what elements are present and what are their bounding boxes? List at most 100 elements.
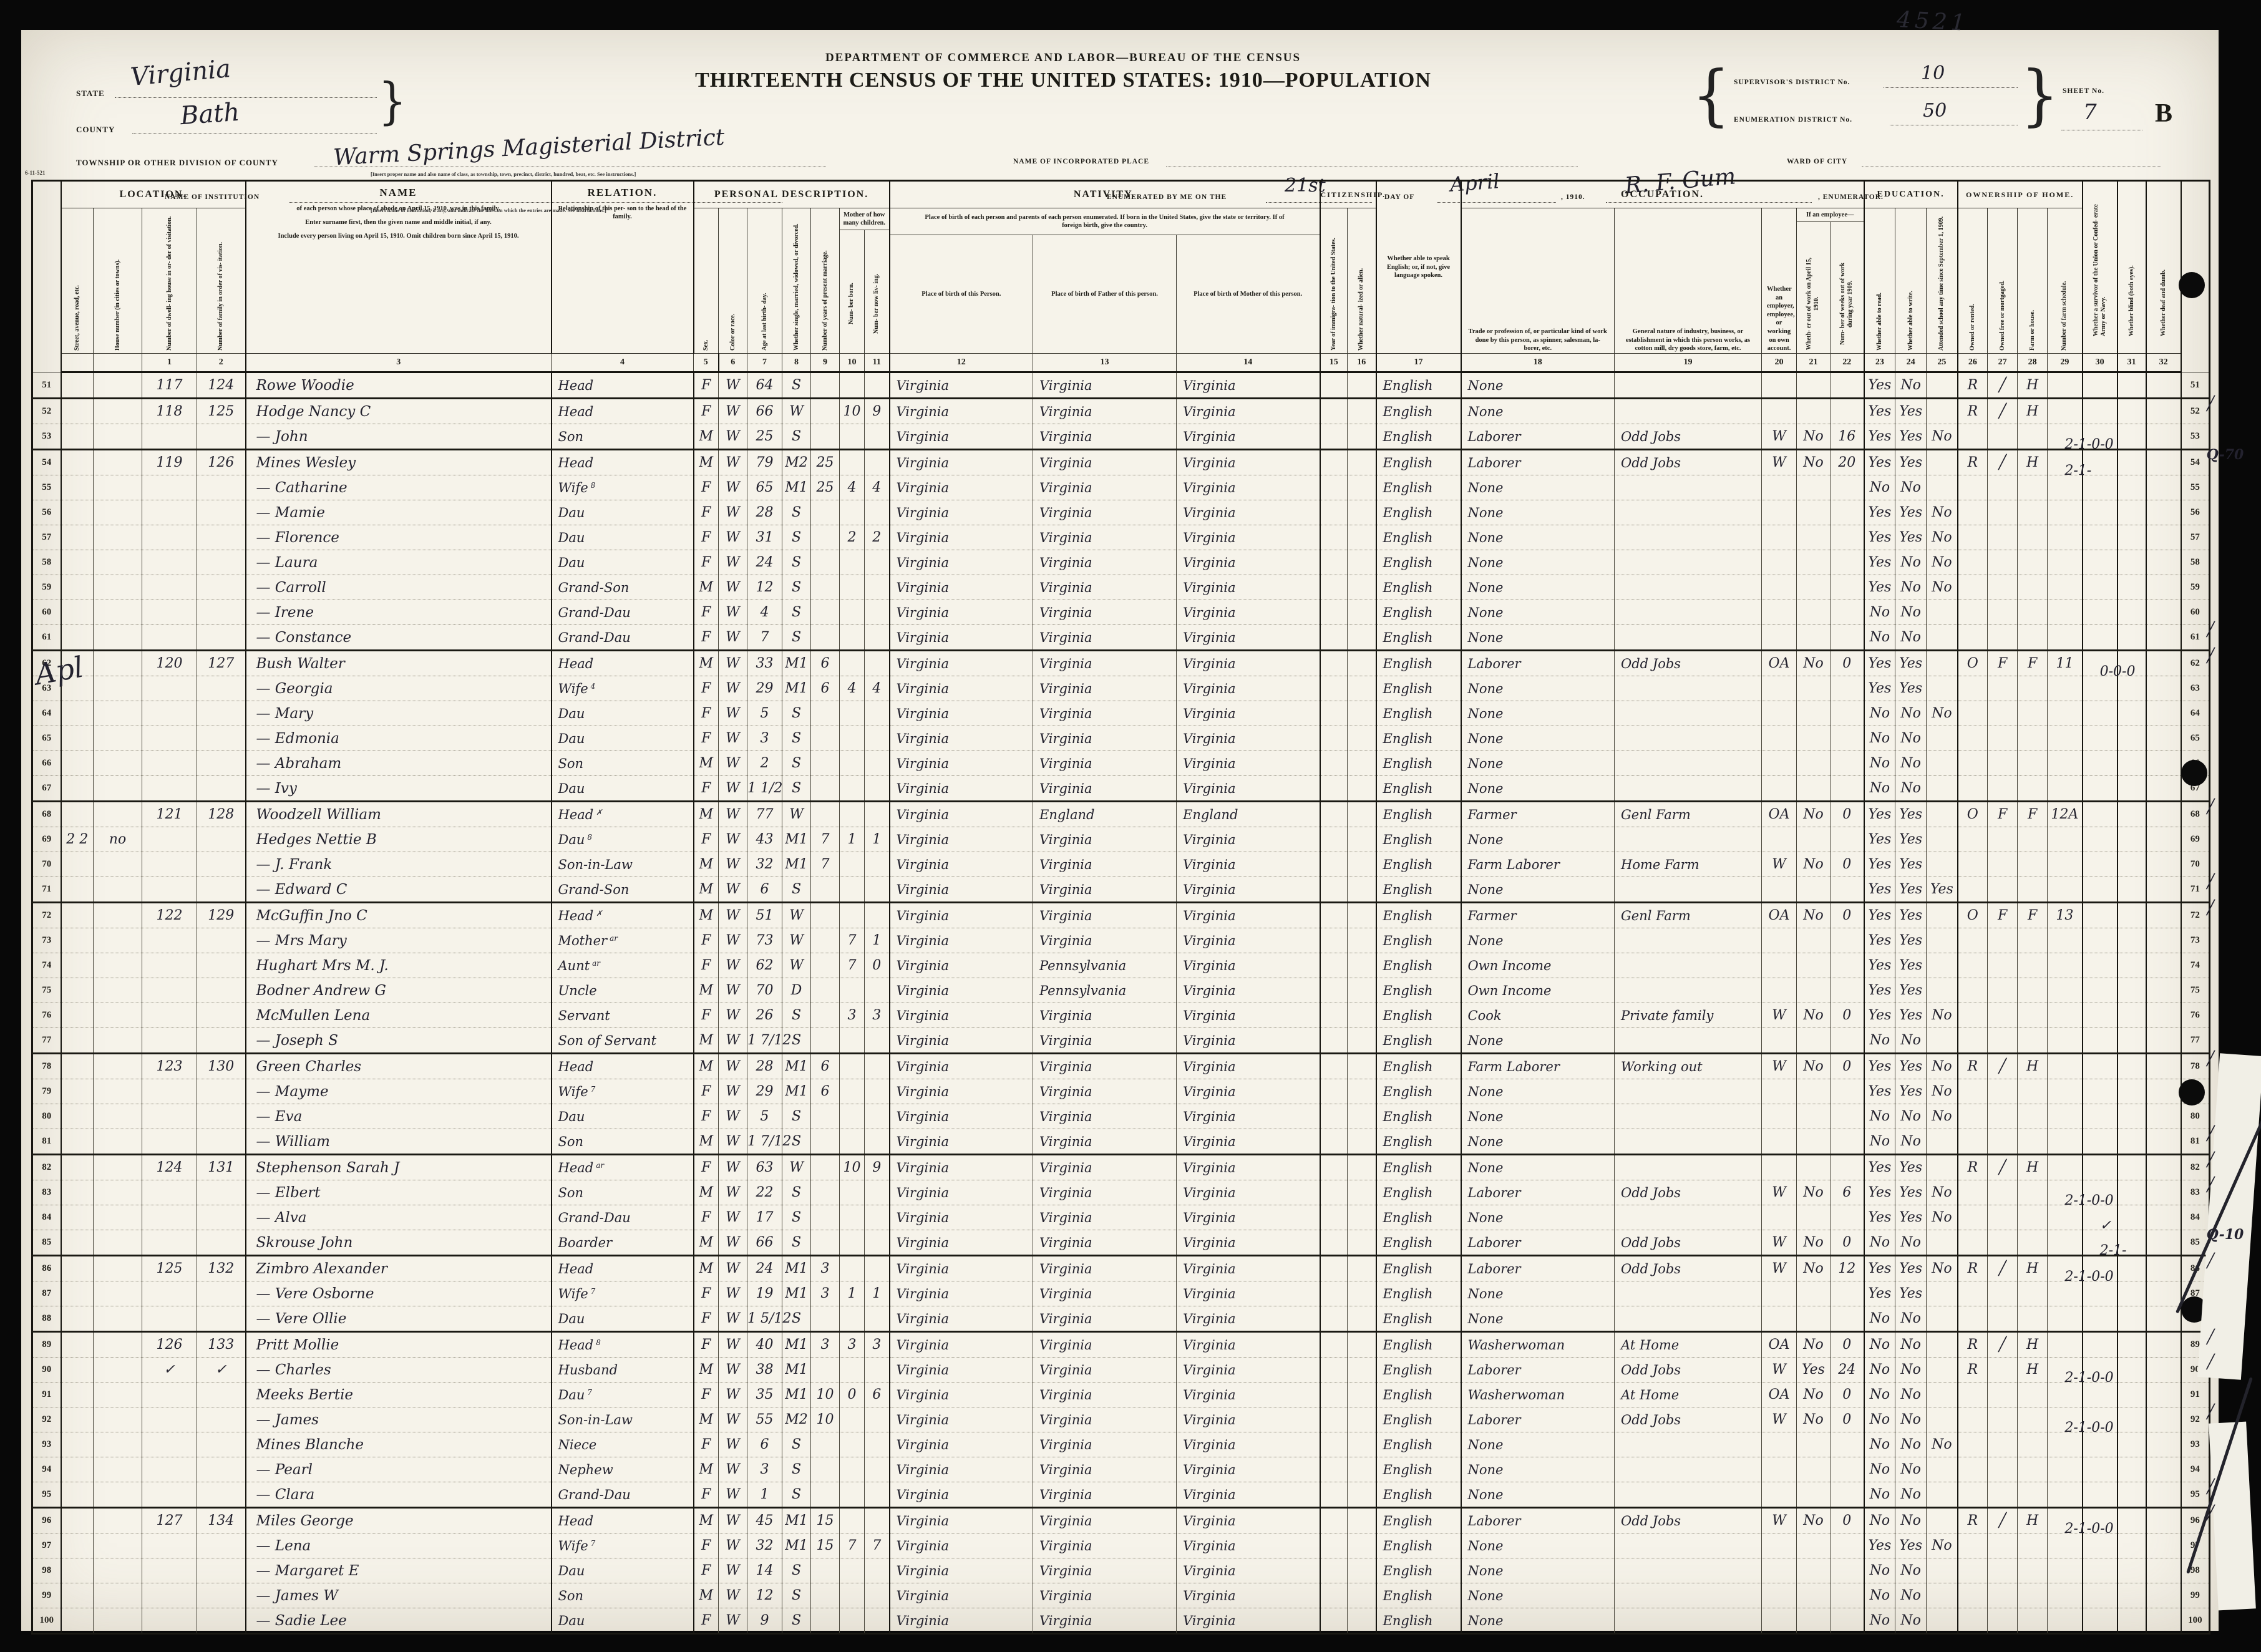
cell-fam (197, 1558, 246, 1583)
value-sex: F (701, 780, 711, 796)
line-number-right: 77 (2180, 1028, 2210, 1054)
cell-out (1796, 475, 1831, 500)
value-pf: Virginia (1039, 455, 1092, 470)
tally-mark: 2-1-0-0 (2064, 1369, 2114, 1386)
tally-mark: 2-1- (2099, 1242, 2127, 1258)
col-number: 28 (2017, 353, 2048, 373)
cell-yrs (810, 751, 840, 776)
value-rel: Head (558, 656, 594, 671)
cell-hs (93, 1104, 142, 1129)
cell-liv (864, 1457, 890, 1482)
col32-label: Whether deaf and dumb. (2159, 269, 2167, 336)
value-wr: Yes (1899, 1210, 1923, 1225)
cell-c30 (2081, 827, 2118, 852)
cell-age: 4 (747, 600, 782, 625)
line-number-left: 65 (32, 726, 61, 751)
cell-fh (2017, 500, 2048, 525)
cell-ind (1614, 751, 1762, 776)
value-dw: 121 (156, 807, 183, 822)
value-fam: 124 (208, 377, 235, 393)
cell-eng: English (1375, 475, 1461, 500)
cell-sex: M (693, 424, 719, 450)
cell-sch (1926, 1129, 1958, 1155)
cell-pf: Virginia (1033, 1104, 1177, 1129)
cell-brn (839, 1053, 865, 1079)
cell-own (1957, 1432, 1988, 1457)
cell-c31 (2116, 1608, 2146, 1635)
cell-c30 (2081, 1129, 2118, 1155)
cell-wks: 0 (1830, 852, 1864, 877)
cell-age: 65 (747, 475, 782, 500)
cell-yrs (810, 1205, 840, 1230)
cell-cls (1761, 1608, 1797, 1635)
col30-head: Whether a survivor of the Union or Confe… (2081, 180, 2118, 354)
cell-age: 12 (747, 1583, 782, 1608)
value-eng: English (1383, 1109, 1433, 1124)
cell-nat (1347, 801, 1376, 827)
value-tr: Laborer (1467, 1261, 1521, 1276)
cell-rd: No (1863, 1306, 1895, 1333)
value-rd: Yes (1868, 1008, 1892, 1023)
value-cls: OA (1768, 1387, 1790, 1402)
cell-ind (1614, 676, 1762, 701)
value-wr: No (1900, 1362, 1921, 1377)
cell-fh (2017, 676, 2048, 701)
col-number: 26 (1957, 353, 1988, 373)
cell-c32 (2145, 775, 2181, 802)
cell-col: W (718, 1583, 747, 1608)
cell-cls: OA (1761, 1331, 1797, 1358)
cell-own: O (1957, 801, 1988, 827)
pob-person-head: Place of birth of this Person. (890, 235, 1033, 353)
cell-pob: Virginia (888, 1583, 1033, 1608)
value-name: Hedges Nettie B (256, 831, 377, 848)
cell-name: — Edward C (245, 877, 552, 903)
cell-liv (864, 500, 890, 525)
cell-pm: Virginia (1175, 1230, 1320, 1256)
cell-col: W (718, 650, 747, 676)
cell-fam (197, 1482, 246, 1509)
value-rd: No (1869, 1134, 1890, 1149)
value-tr: None (1467, 832, 1504, 847)
value-wr: No (1900, 1134, 1921, 1149)
cell-fh: H (2017, 1255, 2048, 1281)
value-pob: Virginia (896, 731, 949, 746)
cell-liv (864, 726, 890, 751)
cell-yrs (810, 1129, 840, 1155)
value-ind: Odd Jobs (1621, 429, 1681, 444)
cell-c32 (2145, 827, 2181, 852)
value-rel: Head (558, 1337, 594, 1353)
value-rd: No (1869, 1311, 1890, 1326)
cell-liv (864, 801, 890, 827)
cell-wks (1830, 500, 1864, 525)
cell-mar: M1 (782, 1079, 811, 1104)
children-living-label: Num- ber now liv- ing. (873, 273, 880, 334)
value-pob: Virginia (896, 580, 949, 595)
value-tr: Laborer (1467, 1185, 1521, 1200)
cell-liv: 9 (864, 1154, 890, 1180)
value-rel: Son (558, 756, 584, 771)
cell-rel: Dau 7 (550, 1382, 694, 1407)
cell-mg (1987, 701, 2018, 726)
cell-imm (1319, 701, 1348, 726)
value-pob: Virginia (896, 1286, 949, 1301)
dwelling-head: Number of dwell- ing house in or- der of… (142, 208, 197, 354)
value-sch: No (1932, 1059, 1952, 1074)
cell-dw: 123 (142, 1053, 197, 1079)
cell-pm: Virginia (1175, 575, 1320, 600)
cell-liv: 4 (864, 676, 890, 701)
value-pob: Virginia (896, 1134, 949, 1149)
value-age: 12 (756, 580, 774, 595)
cell-dw (142, 978, 197, 1003)
cell-wr: Yes (1895, 676, 1927, 701)
cell-mg (1987, 1432, 2018, 1457)
cell-own (1957, 600, 1988, 625)
value-rd: Yes (1868, 530, 1892, 545)
line-number-left: 85 (32, 1230, 61, 1256)
corner-sheet-number: 4521 (1896, 7, 1970, 36)
value-rel: Uncle (558, 983, 597, 998)
col31-label: Whether blind (both eyes). (2127, 265, 2135, 336)
cell-nat (1347, 398, 1376, 424)
cell-sd (2047, 1281, 2083, 1306)
cell-c31 (2116, 751, 2146, 776)
value-pf: Virginia (1039, 1563, 1092, 1578)
